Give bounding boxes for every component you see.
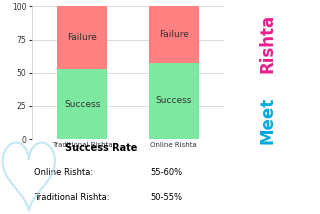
Text: Success: Success <box>64 100 100 109</box>
Bar <box>57 69 108 139</box>
Text: Success Rate: Success Rate <box>65 143 137 153</box>
Text: Failure: Failure <box>159 30 189 39</box>
Text: Success: Success <box>156 97 192 106</box>
Text: Failure: Failure <box>67 33 97 42</box>
Text: Traditional Rishta:: Traditional Rishta: <box>34 193 109 202</box>
Bar <box>148 6 199 63</box>
Text: Meet: Meet <box>258 97 276 144</box>
Bar <box>57 6 108 69</box>
Text: 50-55%: 50-55% <box>150 193 182 202</box>
Text: 55-60%: 55-60% <box>150 168 182 177</box>
Text: Online Rishta:: Online Rishta: <box>34 168 93 177</box>
Bar <box>148 63 199 139</box>
Text: Rishta: Rishta <box>258 13 276 73</box>
